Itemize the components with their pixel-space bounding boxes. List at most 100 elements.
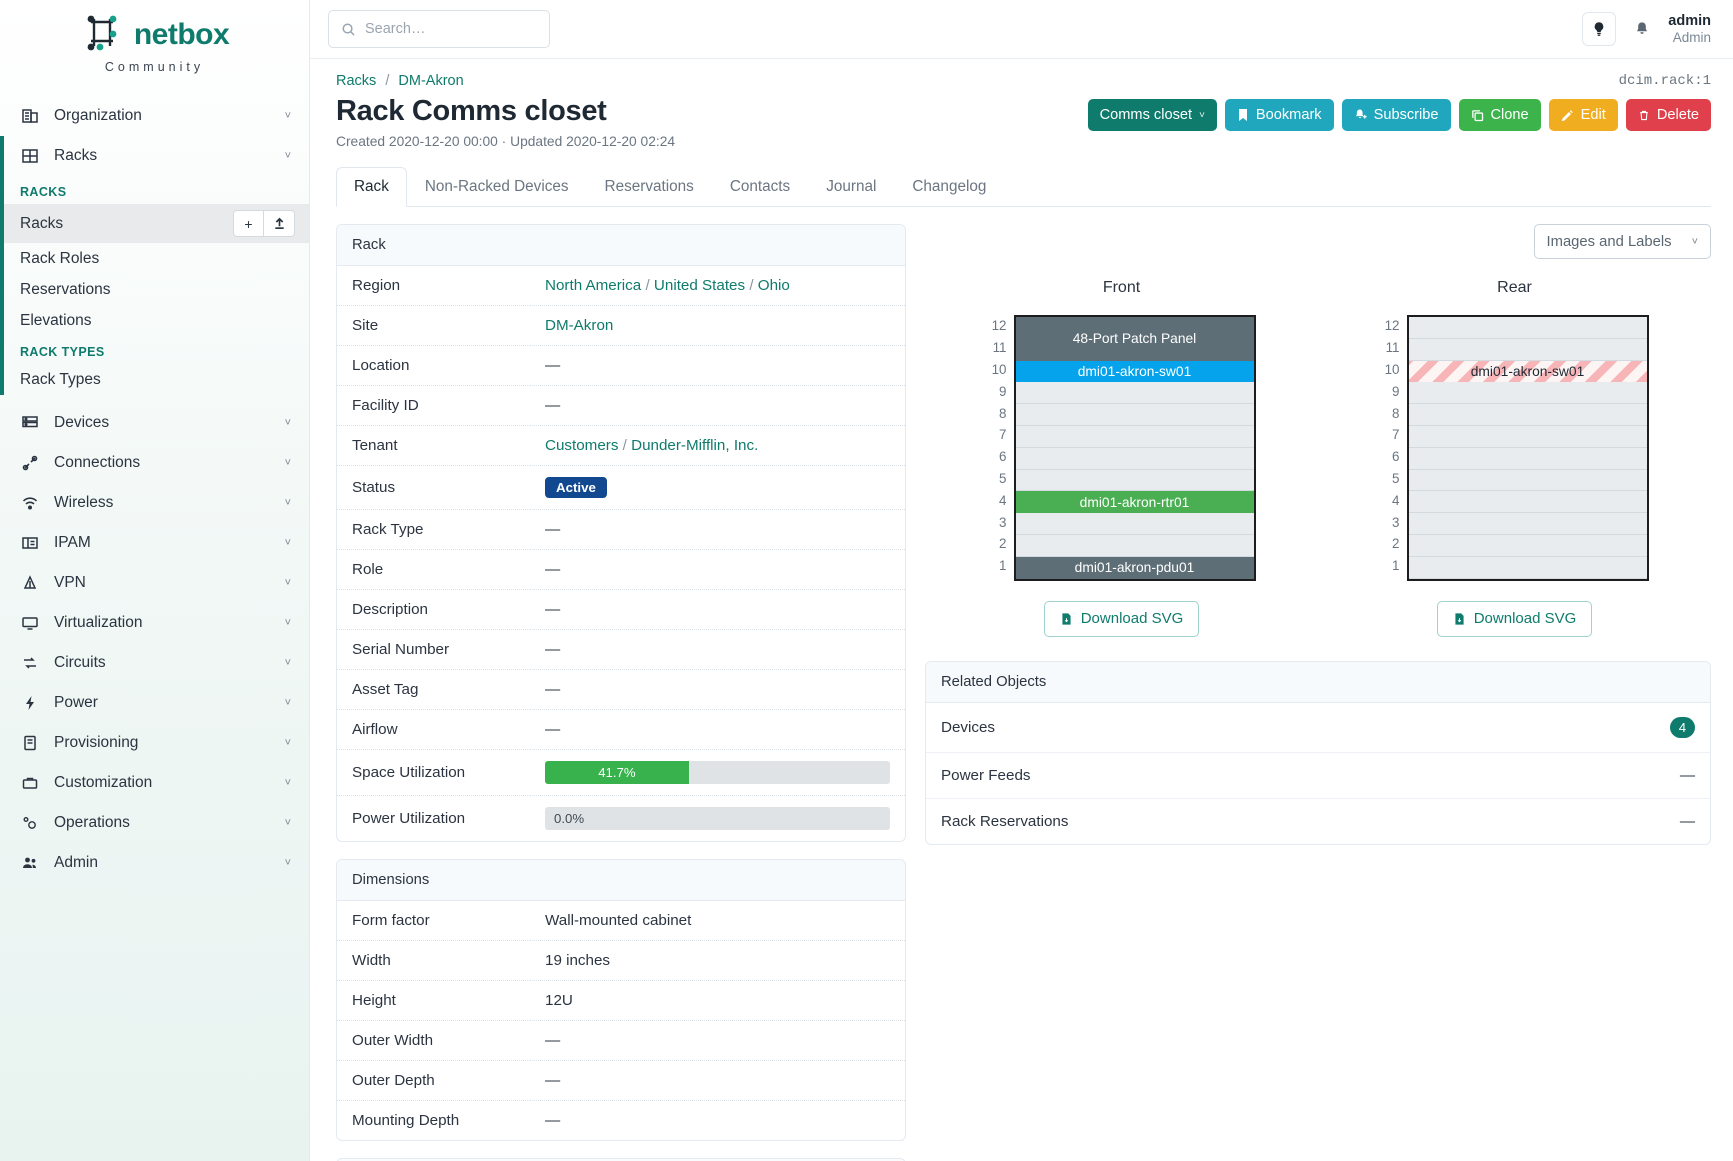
table-row[interactable]: Power Feeds — xyxy=(926,752,1710,799)
sidebar-group-racks[interactable]: Racks ˅ xyxy=(0,136,309,176)
unit-label: 5 xyxy=(1392,470,1400,486)
unit-label: 9 xyxy=(999,383,1007,399)
row-value: — xyxy=(545,641,561,658)
sidebar-group-devices[interactable]: Devices ˅ xyxy=(0,403,309,443)
import-rack-button[interactable] xyxy=(264,210,295,237)
tab-rack[interactable]: Rack xyxy=(336,167,407,207)
sidebar-group-virtualization[interactable]: Virtualization ˅ xyxy=(0,603,309,643)
rack-unit-slot[interactable] xyxy=(1408,557,1647,579)
comms-closet-dropdown-button[interactable]: Comms closet ˅ xyxy=(1087,99,1217,131)
region-link-ohio[interactable]: Ohio xyxy=(757,277,790,294)
rack-unit-slot[interactable] xyxy=(1408,491,1647,514)
rack-unit-slot[interactable] xyxy=(1015,470,1254,492)
sidebar: netbox Community Organization ˅ xyxy=(0,0,310,1161)
rack-unit-slot[interactable] xyxy=(1408,317,1647,339)
related-label-power-feeds: Power Feeds xyxy=(941,766,1031,784)
elevation-view-select[interactable]: Images and Labels ˅ xyxy=(1533,224,1711,259)
user-menu[interactable]: admin Admin xyxy=(1668,13,1711,45)
breadcrumb-row: Racks / DM-Akron dcim.rack:1 xyxy=(336,73,1711,89)
vpn-icon xyxy=(20,573,40,593)
rack-device[interactable]: dmi01-akron-sw01 xyxy=(1408,360,1647,383)
rack-unit-slot[interactable] xyxy=(1408,382,1647,405)
sidebar-group-power[interactable]: Power ˅ xyxy=(0,683,309,723)
tab-contacts[interactable]: Contacts xyxy=(729,178,791,195)
sidebar-group-organization[interactable]: Organization ˅ xyxy=(0,96,309,136)
sidebar-group-label: Provisioning xyxy=(54,734,139,751)
rack-unit-slot[interactable] xyxy=(1408,470,1647,492)
rack-unit-slot[interactable] xyxy=(1015,404,1254,426)
clone-button[interactable]: Clone xyxy=(1458,99,1541,131)
rack-unit-slot[interactable] xyxy=(1408,535,1647,557)
sidebar-group-connections[interactable]: Connections ˅ xyxy=(0,443,309,483)
unit-label: 1 xyxy=(1392,558,1400,574)
sidebar-item-rack-types[interactable]: Rack Types xyxy=(0,364,309,395)
elevation-front: Front 12 11 10 9 8 7 6 5 4 3 2 1 48-Port Patch Pane… xyxy=(988,279,1256,637)
table-row[interactable]: Rack Reservations — xyxy=(926,798,1710,844)
sidebar-group-label: Wireless xyxy=(54,494,114,511)
tab-non-racked-devices[interactable]: Non-Racked Devices xyxy=(424,178,569,195)
lightbulb-icon[interactable] xyxy=(1582,12,1617,46)
sidebar-group-operations[interactable]: Operations ˅ xyxy=(0,803,309,843)
content-columns: Rack Region North America / United State… xyxy=(336,224,1711,1161)
search-input[interactable] xyxy=(365,21,537,37)
rack-device[interactable]: 48-Port Patch Panel xyxy=(1015,317,1254,361)
bell-icon[interactable] xyxy=(1629,14,1655,44)
tab-reservations[interactable]: Reservations xyxy=(604,178,694,195)
region-link-north-america[interactable]: North America xyxy=(545,277,642,294)
tab-journal[interactable]: Journal xyxy=(826,178,877,195)
rack-unit-slot[interactable] xyxy=(1408,426,1647,448)
rack-unit-slot[interactable] xyxy=(1015,448,1254,470)
region-link-united-states[interactable]: United States xyxy=(653,277,746,294)
sidebar-group-customization[interactable]: Customization ˅ xyxy=(0,763,309,803)
brand[interactable]: netbox Community xyxy=(0,0,309,84)
tab-changelog[interactable]: Changelog xyxy=(912,178,987,195)
sidebar-group-vpn[interactable]: VPN ˅ xyxy=(0,563,309,603)
sidebar-item-racks[interactable]: Racks + xyxy=(0,204,309,243)
rack-unit-slot[interactable] xyxy=(1408,339,1647,361)
sidebar-group-circuits[interactable]: Circuits ˅ xyxy=(0,643,309,683)
rack-device[interactable]: dmi01-akron-sw01 xyxy=(1015,360,1254,383)
sidebar-group-provisioning[interactable]: Provisioning ˅ xyxy=(0,723,309,763)
rack-unit-slot[interactable] xyxy=(1408,448,1647,470)
rack-elevations: Front 12 11 10 9 8 7 6 5 4 3 2 1 48-Port Patch Pane… xyxy=(925,279,1711,637)
circuits-icon xyxy=(20,653,40,673)
sidebar-item-elevations[interactable]: Elevations xyxy=(0,305,309,336)
dimensions-card-title: Dimensions xyxy=(337,860,905,901)
tenant-group-link-customers[interactable]: Customers xyxy=(545,437,619,454)
table-row: Airflow — xyxy=(337,710,905,750)
left-column: Rack Region North America / United State… xyxy=(336,224,906,1161)
rack-unit-slot[interactable] xyxy=(1015,535,1254,557)
elevation-rear-body: 12 11 10 9 8 7 6 5 4 3 2 1 dmi01-akron-sw01 xyxy=(1381,315,1649,581)
download-svg-front-button[interactable]: Download SVG xyxy=(1043,600,1200,637)
breadcrumb-item-racks[interactable]: Racks xyxy=(336,73,377,89)
rack-device[interactable]: dmi01-akron-rtr01 xyxy=(1015,491,1254,514)
file-download-icon xyxy=(1060,612,1073,626)
edit-button[interactable]: Edit xyxy=(1548,99,1618,131)
tenant-link-dunder-mifflin[interactable]: Dunder-Mifflin, Inc. xyxy=(631,437,759,454)
table-row: Facility ID — xyxy=(337,386,905,426)
row-value: — xyxy=(545,1072,561,1089)
bookmark-button[interactable]: Bookmark xyxy=(1224,99,1334,131)
sidebar-item-rack-roles[interactable]: Rack Roles xyxy=(0,243,309,274)
table-row[interactable]: Devices 4 xyxy=(926,703,1710,753)
search-box[interactable] xyxy=(328,10,550,48)
rack-unit-slot[interactable] xyxy=(1015,426,1254,448)
subscribe-button[interactable]: Subscribe xyxy=(1341,99,1451,131)
sidebar-group-ipam[interactable]: IPAM ˅ xyxy=(0,523,309,563)
rack-unit-slot[interactable] xyxy=(1408,513,1647,535)
download-svg-rear-button[interactable]: Download SVG xyxy=(1436,600,1593,637)
rack-unit-slot[interactable] xyxy=(1015,382,1254,405)
sidebar-group-admin[interactable]: Admin ˅ xyxy=(0,843,309,883)
sidebar-group-label: Customization xyxy=(54,774,153,791)
sidebar-item-reservations[interactable]: Reservations xyxy=(0,274,309,305)
delete-button[interactable]: Delete xyxy=(1625,99,1711,131)
breadcrumb-item-dm-akron[interactable]: DM-Akron xyxy=(398,73,464,89)
rack-device[interactable]: dmi01-akron-pdu01 xyxy=(1015,556,1254,579)
add-rack-button[interactable]: + xyxy=(233,210,264,237)
rack-unit-slot[interactable] xyxy=(1015,513,1254,535)
sidebar-group-wireless[interactable]: Wireless ˅ xyxy=(0,483,309,523)
dimensions-table: Form factor Wall-mounted cabinet Width 1… xyxy=(337,901,905,1140)
rack-unit-slot[interactable] xyxy=(1408,404,1647,426)
site-link-dm-akron[interactable]: DM-Akron xyxy=(545,317,614,334)
